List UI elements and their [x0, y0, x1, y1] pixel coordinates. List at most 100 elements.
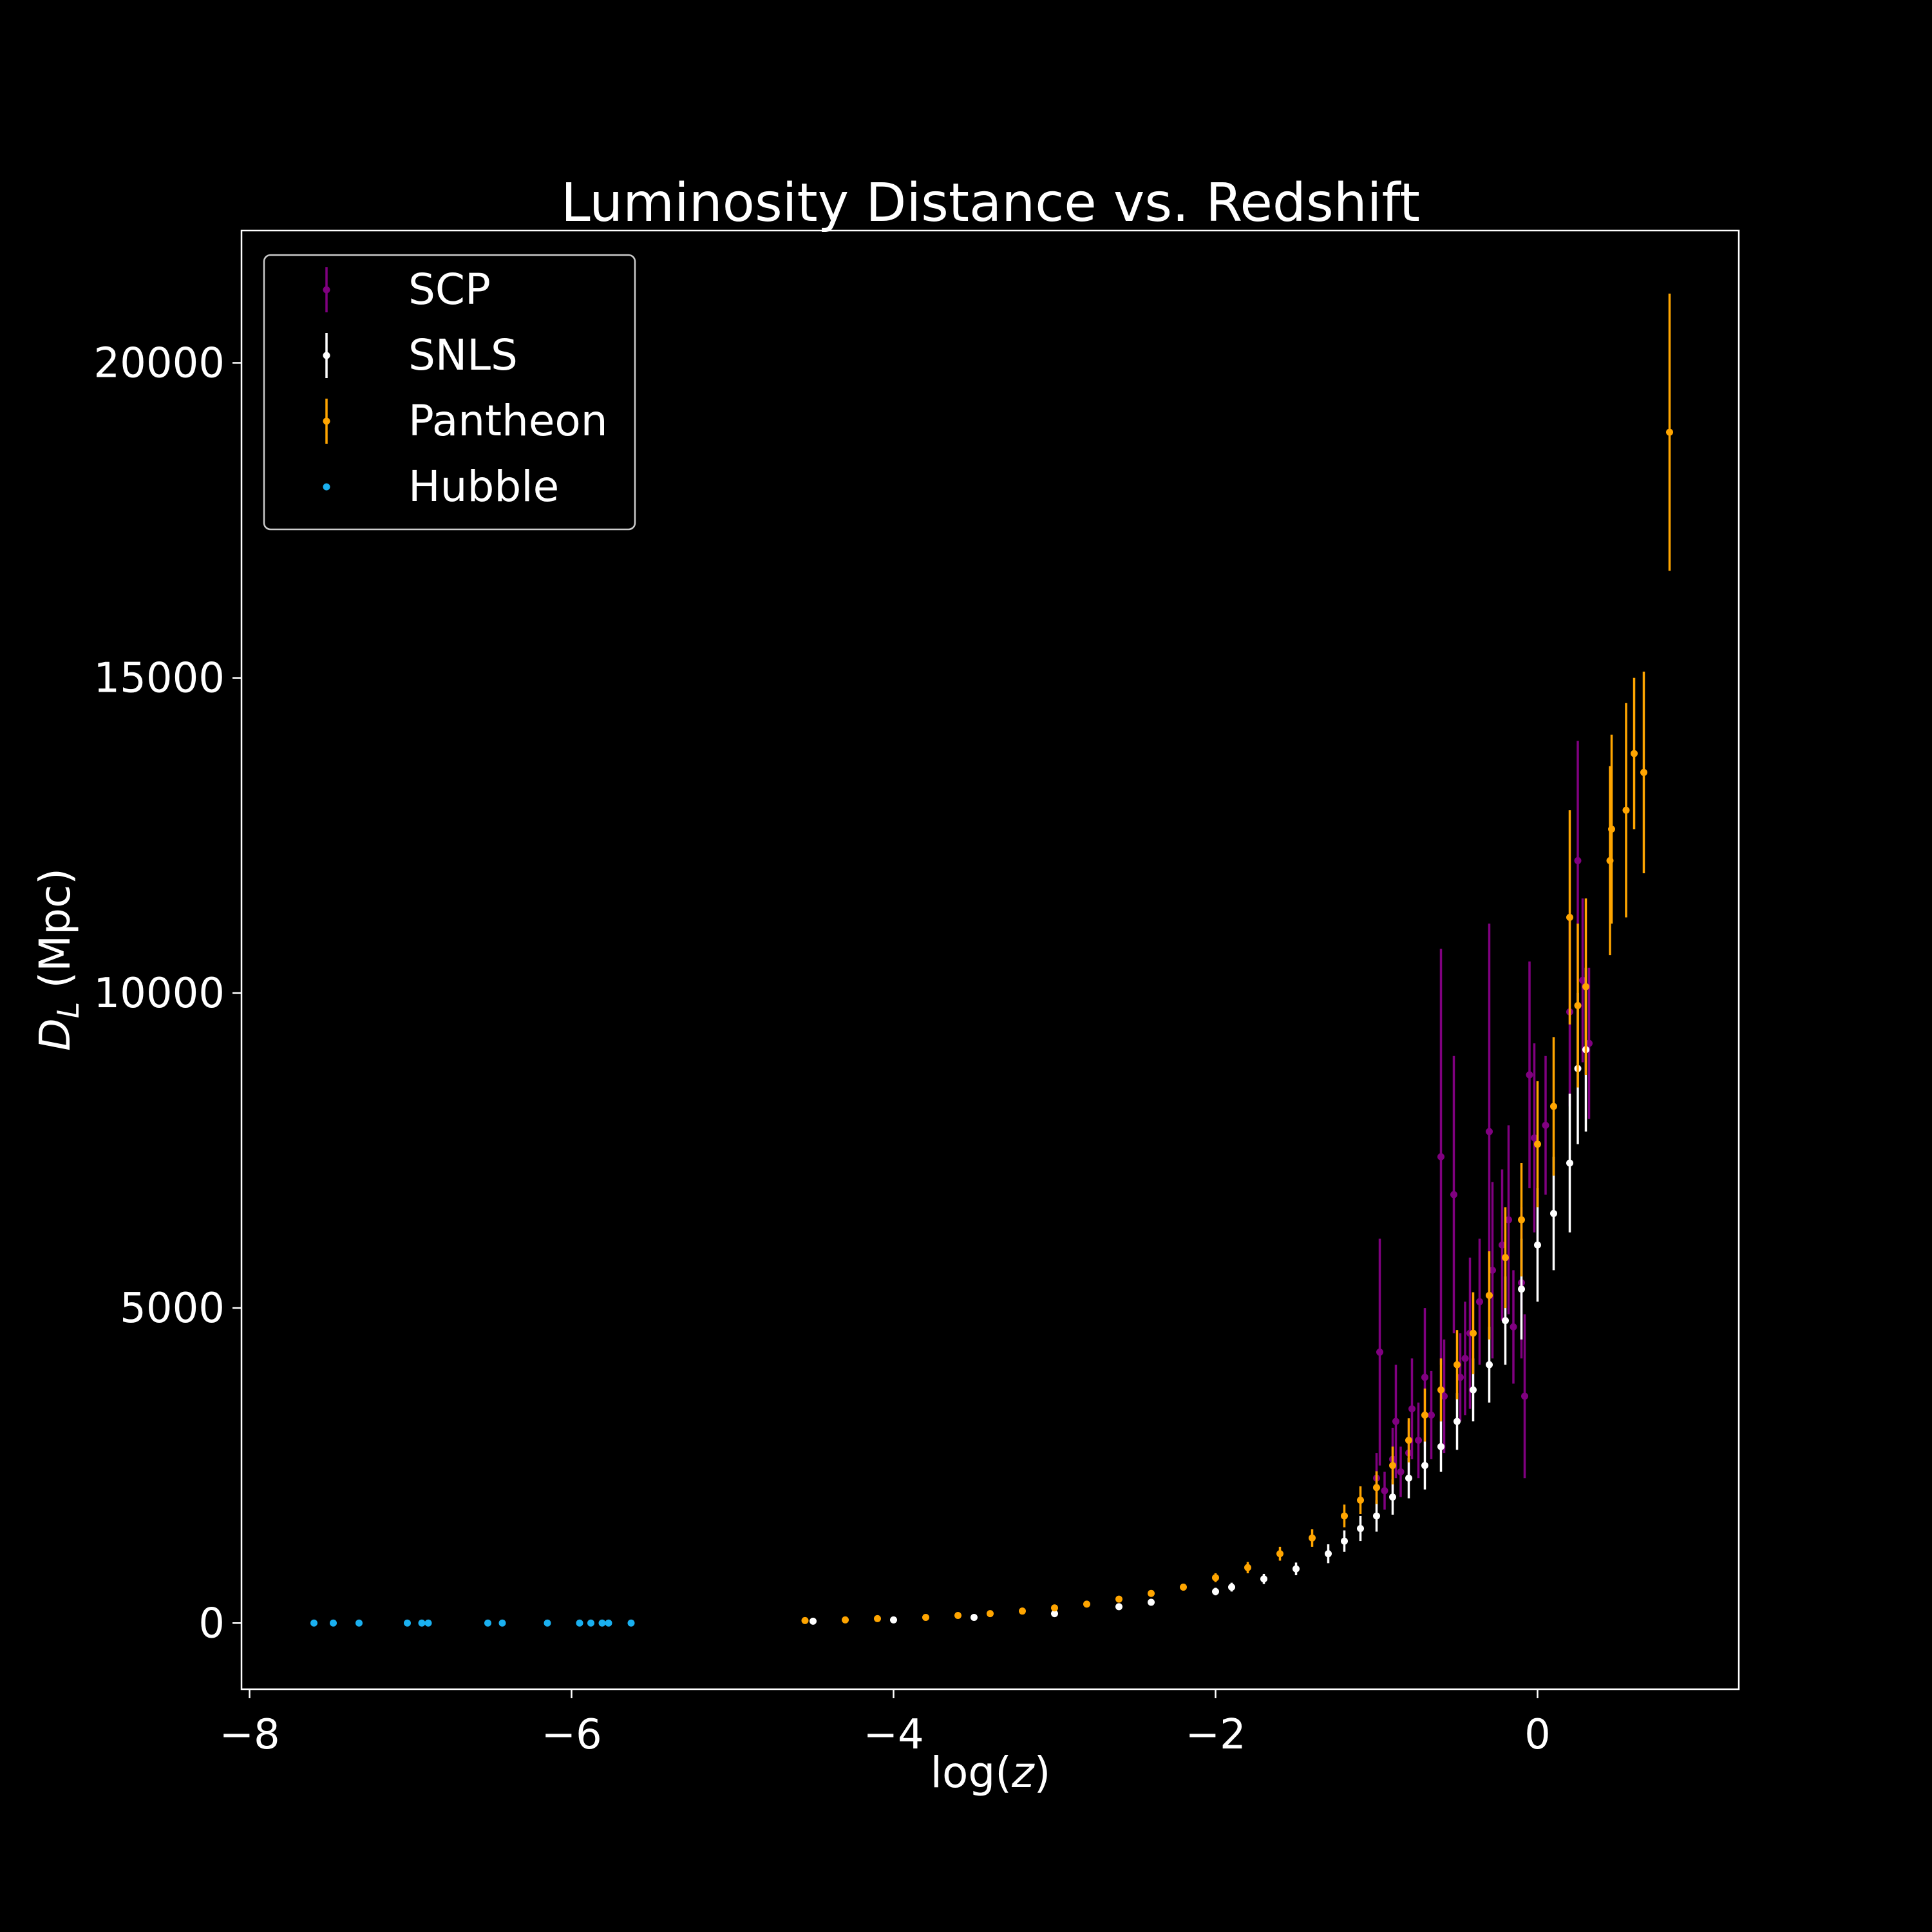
- pantheon-point: [1622, 806, 1630, 814]
- pantheon-point: [1534, 1141, 1541, 1148]
- pantheon-point: [1180, 1583, 1187, 1591]
- hubble-point: [587, 1619, 594, 1627]
- scp-point: [1586, 1039, 1593, 1047]
- scp-point: [1461, 1354, 1469, 1362]
- snls-point: [1325, 1550, 1332, 1558]
- snls-point: [1212, 1587, 1219, 1595]
- pantheon-point: [1437, 1386, 1444, 1394]
- snls-point: [1454, 1417, 1461, 1425]
- pantheon-point: [1019, 1607, 1026, 1615]
- pantheon-point: [1357, 1496, 1364, 1504]
- legend-dot-snls: [323, 352, 330, 359]
- pantheon-point: [1574, 1001, 1582, 1009]
- pantheon-point: [1341, 1512, 1348, 1520]
- y-tick-label: 10000: [93, 970, 225, 1018]
- scp-point: [1542, 1121, 1549, 1129]
- snls-point: [1389, 1493, 1396, 1501]
- series-hubble: [310, 1619, 635, 1627]
- hubble-point: [498, 1619, 506, 1627]
- scp-point: [1510, 1323, 1517, 1331]
- legend-dot-scp: [323, 286, 330, 294]
- snls-point: [1357, 1525, 1364, 1533]
- pantheon-point: [1212, 1574, 1219, 1582]
- snls-point: [1341, 1537, 1348, 1545]
- snls-point: [810, 1617, 817, 1625]
- scp-point: [1521, 1392, 1528, 1400]
- pantheon-point: [1502, 1254, 1509, 1262]
- legend-label-snls: SNLS: [408, 330, 518, 380]
- legend-label-pantheon: Pantheon: [408, 396, 608, 446]
- x-axis: −8 −6 −4 −2 0: [219, 1689, 1551, 1759]
- pantheon-point: [1566, 913, 1573, 921]
- pantheon-point: [987, 1610, 994, 1618]
- snls-point: [1502, 1317, 1509, 1325]
- y-tick-label: 5000: [120, 1285, 225, 1332]
- snls-point: [1115, 1603, 1122, 1611]
- scp-point: [1381, 1487, 1388, 1495]
- y-tick-label: 0: [198, 1600, 225, 1647]
- snls-point: [1550, 1209, 1557, 1217]
- scp-point: [1489, 1266, 1496, 1274]
- snls-point: [971, 1613, 978, 1621]
- legend-item-pantheon: Pantheon: [323, 396, 608, 446]
- legend-frame: [263, 254, 636, 531]
- x-axis-label: log(z): [931, 1748, 1051, 1797]
- hubble-point: [576, 1619, 583, 1627]
- scp-point: [1499, 1241, 1506, 1249]
- scp-point: [1437, 1153, 1444, 1160]
- scp-point: [1428, 1411, 1435, 1419]
- snls-point: [1373, 1512, 1380, 1520]
- pantheon-point: [1518, 1216, 1525, 1224]
- pantheon-point: [1389, 1462, 1396, 1470]
- hubble-point: [484, 1619, 491, 1627]
- scp-point: [1421, 1374, 1428, 1381]
- hubble-point: [627, 1619, 635, 1627]
- pantheon-point: [954, 1612, 961, 1620]
- pantheon-point: [801, 1616, 809, 1624]
- scp-point: [1376, 1349, 1383, 1356]
- hubble-point: [418, 1619, 426, 1627]
- legend-item-snls: SNLS: [323, 330, 518, 380]
- legend-item-scp: SCP: [323, 265, 491, 314]
- snls-point: [1437, 1443, 1444, 1450]
- snls-point: [1486, 1361, 1493, 1368]
- y-tick-label: 20000: [93, 339, 225, 387]
- pantheon-point: [922, 1613, 929, 1621]
- scp-point: [1526, 1071, 1533, 1079]
- snls-point: [1470, 1386, 1477, 1394]
- pantheon-point: [1608, 825, 1615, 833]
- scp-point: [1574, 857, 1582, 864]
- y-tick-label: 15000: [93, 655, 225, 703]
- scp-point: [1457, 1374, 1464, 1381]
- plot-area: [310, 293, 1673, 1627]
- series-pantheon: [801, 293, 1673, 1624]
- pantheon-point: [1470, 1329, 1477, 1337]
- hubble-point: [355, 1619, 363, 1627]
- pantheon-point: [1115, 1595, 1122, 1603]
- x-tick-label: −6: [541, 1711, 601, 1759]
- scp-point: [1476, 1298, 1483, 1305]
- pantheon-point: [1373, 1484, 1380, 1492]
- pantheon-point: [1309, 1534, 1316, 1542]
- pantheon-point: [1405, 1437, 1412, 1444]
- legend-label-scp: SCP: [408, 265, 491, 314]
- snls-point: [1566, 1159, 1573, 1167]
- snls-point: [1518, 1285, 1525, 1293]
- x-tick-label: −8: [219, 1711, 279, 1759]
- legend-label-hubble: Hubble: [408, 462, 559, 511]
- hubble-point: [424, 1619, 432, 1627]
- hubble-point: [330, 1619, 337, 1627]
- snls-point: [1228, 1583, 1235, 1591]
- snls-point: [890, 1616, 897, 1624]
- y-axis: 0 5000 10000 15000 20000: [93, 339, 242, 1647]
- hubble-point: [598, 1619, 606, 1627]
- hubble-point: [310, 1619, 317, 1627]
- scp-point: [1408, 1405, 1416, 1413]
- scp-point: [1531, 1134, 1538, 1142]
- axes-frame: [240, 229, 1740, 1690]
- snls-point: [1260, 1575, 1267, 1583]
- snls-point: [1148, 1598, 1155, 1606]
- pantheon-point: [1148, 1589, 1155, 1597]
- pantheon-point: [1486, 1291, 1493, 1299]
